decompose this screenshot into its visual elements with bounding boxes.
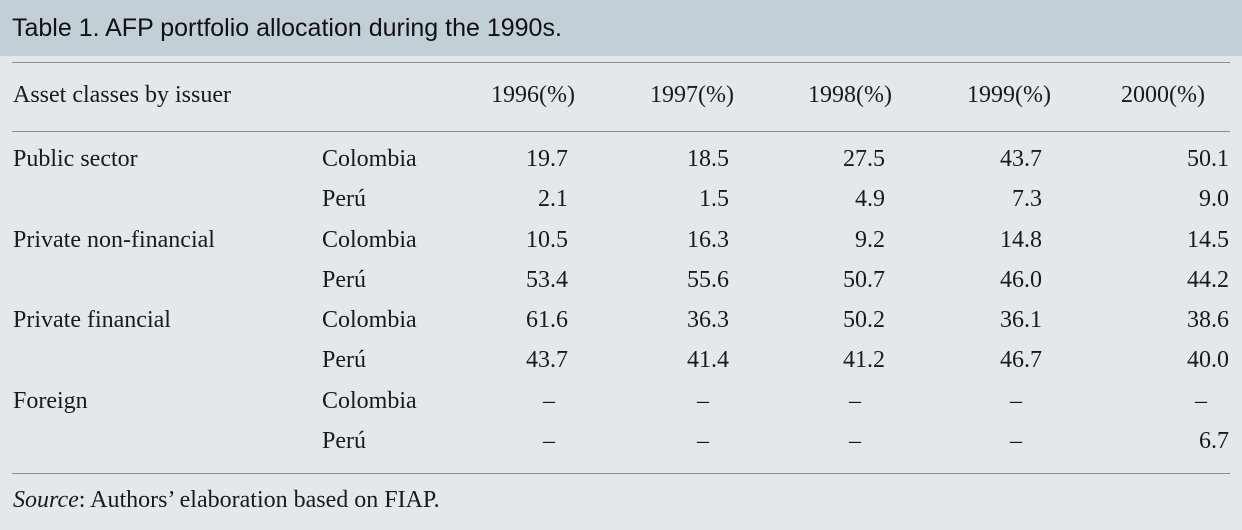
row-country: Colombia <box>322 388 417 414</box>
row-country: Colombia <box>322 307 417 333</box>
cell-value: 36.1 <box>1000 307 1042 333</box>
row-country: Perú <box>322 428 366 454</box>
cell-value: 2.1 <box>538 186 568 212</box>
source-label: Source <box>13 487 79 513</box>
cell-value: 40.0 <box>1187 347 1229 373</box>
cell-value: – <box>1195 388 1207 414</box>
cell-value: – <box>849 428 861 454</box>
cell-value: 6.7 <box>1199 428 1229 454</box>
cell-value: 4.9 <box>855 186 885 212</box>
row-country: Perú <box>322 347 366 373</box>
cell-value: 10.5 <box>526 227 568 253</box>
header-year-2000: 2000(%) <box>1121 82 1205 108</box>
header-year-1997: 1997(%) <box>650 82 734 108</box>
row-category: Private non-financial <box>13 227 215 253</box>
cell-value: 36.3 <box>687 307 729 333</box>
cell-value: 46.7 <box>1000 347 1042 373</box>
cell-value: 41.2 <box>843 347 885 373</box>
cell-value: – <box>543 388 555 414</box>
header-year-1996: 1996(%) <box>491 82 575 108</box>
table-title-bar <box>0 0 1242 56</box>
cell-value: 44.2 <box>1187 267 1229 293</box>
cell-value: 55.6 <box>687 267 729 293</box>
header-rule <box>12 131 1230 132</box>
cell-value: – <box>1010 388 1022 414</box>
cell-value: 14.5 <box>1187 227 1229 253</box>
source-text: : Authors’ elaboration based on FIAP. <box>78 487 440 513</box>
cell-value: 43.7 <box>1000 146 1042 172</box>
cell-value: – <box>697 388 709 414</box>
table-title: Table 1. AFP portfolio allocation during… <box>12 14 562 42</box>
header-year-1999: 1999(%) <box>967 82 1051 108</box>
cell-value: 41.4 <box>687 347 729 373</box>
row-country: Colombia <box>322 227 417 253</box>
cell-value: – <box>1010 428 1022 454</box>
cell-value: 18.5 <box>687 146 729 172</box>
cell-value: 50.7 <box>843 267 885 293</box>
cell-value: – <box>849 388 861 414</box>
cell-value: 7.3 <box>1012 186 1042 212</box>
row-country: Colombia <box>322 146 417 172</box>
cell-value: 16.3 <box>687 227 729 253</box>
row-category: Private financial <box>13 307 171 333</box>
cell-value: 43.7 <box>526 347 568 373</box>
cell-value: 53.4 <box>526 267 568 293</box>
row-country: Perú <box>322 186 366 212</box>
cell-value: 27.5 <box>843 146 885 172</box>
cell-value: – <box>697 428 709 454</box>
row-country: Perú <box>322 267 366 293</box>
cell-value: – <box>543 428 555 454</box>
cell-value: 50.1 <box>1187 146 1229 172</box>
bottom-rule <box>12 473 1230 474</box>
cell-value: 9.0 <box>1199 186 1229 212</box>
cell-value: 38.6 <box>1187 307 1229 333</box>
cell-value: 19.7 <box>526 146 568 172</box>
cell-value: 1.5 <box>699 186 729 212</box>
top-rule <box>12 62 1230 63</box>
header-asset-classes: Asset classes by issuer <box>13 82 231 108</box>
cell-value: 14.8 <box>1000 227 1042 253</box>
cell-value: 61.6 <box>526 307 568 333</box>
cell-value: 46.0 <box>1000 267 1042 293</box>
source-note: Source: Authors’ elaboration based on FI… <box>13 487 440 514</box>
cell-value: 9.2 <box>855 227 885 253</box>
row-category: Foreign <box>13 388 88 414</box>
cell-value: 50.2 <box>843 307 885 333</box>
row-category: Public sector <box>13 146 138 172</box>
header-year-1998: 1998(%) <box>808 82 892 108</box>
